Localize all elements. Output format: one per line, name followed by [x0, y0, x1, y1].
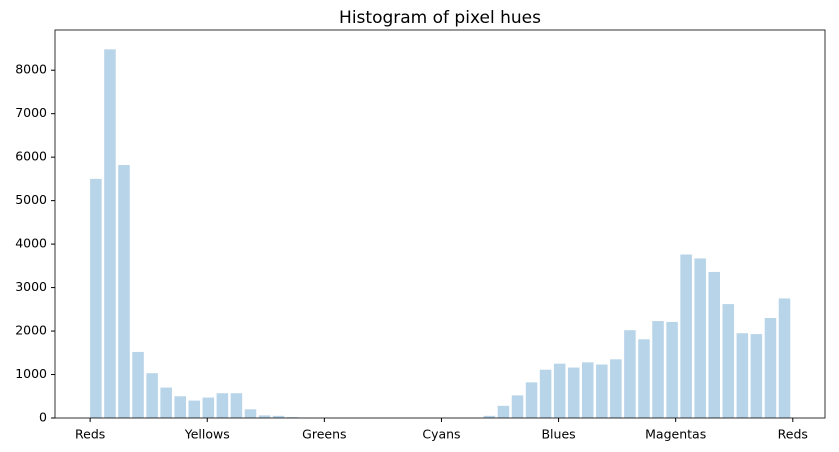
y-tick-label: 2000: [15, 323, 47, 338]
x-tick-label: Reds: [75, 427, 105, 442]
bar: [90, 178, 102, 418]
bar: [497, 405, 510, 418]
x-tick-label: Yellows: [184, 427, 230, 442]
bar: [610, 359, 622, 418]
bar: [624, 330, 636, 418]
y-tick-label: 5000: [15, 192, 47, 207]
y-tick-label: 6000: [15, 149, 47, 164]
chart-title: Histogram of pixel hues: [339, 8, 541, 28]
x-tick-label: Reds: [778, 427, 808, 442]
y-tick-label: 8000: [15, 62, 47, 77]
bar: [132, 351, 144, 418]
bar: [202, 397, 215, 418]
x-tick-label: Magentas: [645, 427, 706, 442]
bar: [258, 415, 271, 418]
bar: [483, 415, 496, 418]
x-tick-label: Greens: [302, 427, 346, 442]
y-tick-label: 0: [39, 410, 47, 425]
bar: [638, 339, 650, 418]
bar: [708, 271, 720, 418]
y-tick-label: 3000: [15, 279, 47, 294]
bar: [216, 393, 229, 418]
bar: [286, 417, 299, 418]
bar: [104, 49, 116, 419]
axes-frame: [54, 29, 826, 419]
bar: [146, 373, 158, 418]
bar: [160, 387, 172, 418]
bar: [118, 164, 130, 418]
bar: [652, 321, 664, 418]
bar: [722, 304, 735, 418]
bar: [539, 369, 552, 418]
bar: [778, 298, 791, 418]
x-tick-label: Blues: [541, 427, 575, 442]
bar: [525, 382, 538, 418]
bar: [567, 367, 580, 418]
bar: [596, 364, 608, 418]
bar: [764, 318, 777, 418]
bar: [750, 334, 763, 418]
bar: [244, 409, 257, 418]
bar: [553, 363, 566, 418]
bar: [666, 321, 678, 418]
bar: [188, 400, 201, 418]
bar: [511, 395, 524, 418]
bar: [230, 393, 243, 418]
bar: [736, 333, 749, 418]
bar: [680, 254, 692, 418]
x-tick-label: Cyans: [422, 427, 460, 442]
y-tick-label: 7000: [15, 105, 47, 120]
bar: [581, 362, 594, 418]
bar: [694, 258, 706, 418]
y-tick-label: 1000: [15, 366, 47, 381]
bar: [272, 415, 285, 418]
y-tick-label: 4000: [15, 236, 47, 251]
bar: [174, 396, 186, 418]
